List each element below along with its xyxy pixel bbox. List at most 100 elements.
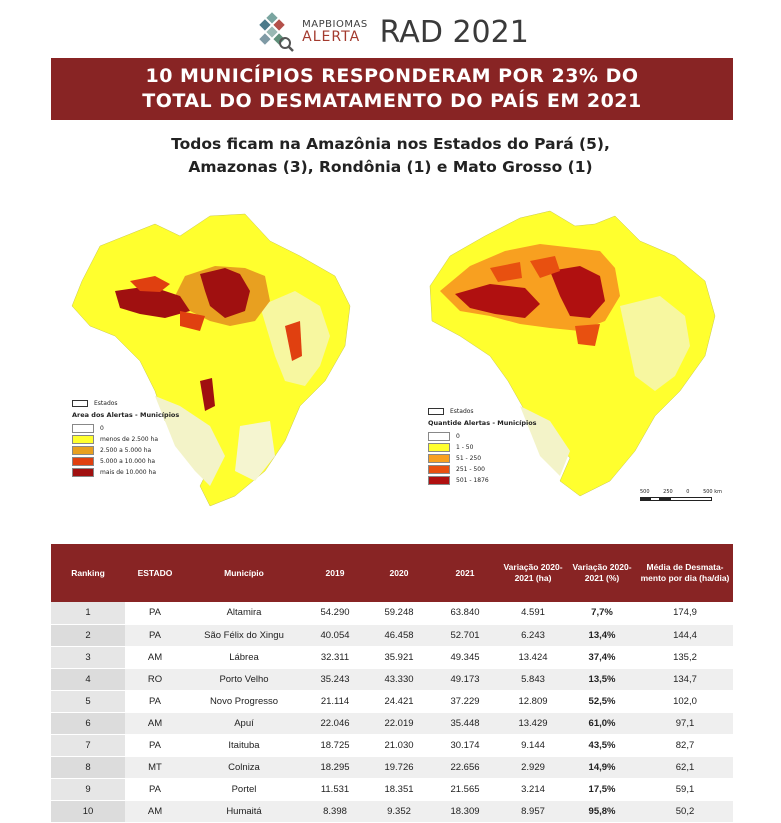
legend-label: 51 - 250 [456,455,482,462]
table-row: 3 AM Lábrea 32.311 35.921 49.345 13.424 37,4% 13… [51,646,733,669]
table-row: 2 PA São Félix do Xingu 40.054 46.458 52.701 6… [51,624,733,647]
logo-top-text: MAPBIOMAS [302,19,368,30]
cell-variacao-ha: 8.957 [499,800,567,823]
legend-label: 0 [456,433,460,440]
cell-media-dia: 134,7 [637,668,733,691]
cell-variacao-ha: 6.243 [499,624,567,647]
legend-states-row: Estados [72,398,179,409]
cell-estado: RO [125,668,185,691]
state-swatch [428,408,444,415]
cell-variacao-ha: 3.214 [499,778,567,801]
cell-y2021: 30.174 [431,734,499,757]
legend-label: 2.500 a 5.000 ha [100,447,152,454]
cell-estado: PA [125,602,185,625]
cell-variacao-pct: 95,8% [567,800,637,823]
legend-swatch [72,446,94,455]
cell-y2021: 37.229 [431,690,499,713]
cell-variacao-ha: 9.144 [499,734,567,757]
cell-y2020: 59.248 [367,602,431,625]
report-title: RAD 2021 [379,14,529,50]
header-municipio: Município [185,544,303,602]
scale-label: 250 [663,489,673,495]
report-header: MAPBIOMAS ALERTA RAD 2021 [0,10,781,54]
cell-y2020: 18.351 [367,778,431,801]
cell-y2020: 46.458 [367,624,431,647]
cell-estado: PA [125,778,185,801]
cell-ranking: 7 [51,734,125,757]
cell-variacao-pct: 14,9% [567,756,637,779]
table-row: 5 PA Novo Progresso 21.114 24.421 37.229 12.80… [51,690,733,713]
cell-variacao-pct: 37,4% [567,646,637,669]
logo-bottom-text: ALERTA [302,29,361,45]
cell-y2019: 11.531 [303,778,367,801]
cell-municipio: Altamira [185,602,303,625]
legend-row: menos de 2.500 ha [72,434,179,445]
cell-ranking: 9 [51,778,125,801]
cell-media-dia: 144,4 [637,624,733,647]
cell-y2020: 35.921 [367,646,431,669]
table-row: 7 PA Itaituba 18.725 21.030 30.174 9.144 43,5% 8… [51,734,733,757]
cell-variacao-ha: 13.429 [499,712,567,735]
legend-row: 0 [428,431,537,442]
legend-states-row: Estados [428,406,537,417]
cell-variacao-ha: 2.929 [499,756,567,779]
legend-label: mais de 10.000 ha [100,469,157,476]
legend-row: 51 - 250 [428,453,537,464]
table-header-row: Ranking ESTADO Município 2019 2020 2021 … [51,544,733,602]
legend-label: 501 - 1876 [456,477,489,484]
legend-swatch [428,465,450,474]
cell-municipio: Itaituba [185,734,303,757]
cell-media-dia: 82,7 [637,734,733,757]
cell-variacao-ha: 4.591 [499,602,567,625]
cell-y2019: 22.046 [303,712,367,735]
subtitle-line-1: Todos ficam na Amazônia nos Estados do P… [171,135,610,153]
cell-municipio: Humaitá [185,800,303,823]
legend-swatch [72,468,94,477]
table-row: 8 MT Colniza 18.295 19.726 22.656 2.929 14,9% 62… [51,756,733,779]
legend-row: 2.500 a 5.000 ha [72,445,179,456]
legend-area-title: Area dos Alertas - Municípios [72,411,180,419]
header-estado: ESTADO [125,544,185,602]
table-row: 1 PA Altamira 54.290 59.248 63.840 4.591 7,7% 17… [51,602,733,625]
scale-bar-graphic [640,497,722,501]
cell-estado: AM [125,800,185,823]
cell-municipio: Lábrea [185,646,303,669]
brazil-map-area [71,213,351,507]
legend-swatch [428,476,450,485]
cell-variacao-pct: 61,0% [567,712,637,735]
map-alert-count: Estados Quantide Alertas - Municípios 0 … [410,196,740,516]
table-row: 6 AM Apuí 22.046 22.019 35.448 13.429 61,0% 97,1 [51,712,733,735]
cell-variacao-pct: 13,4% [567,624,637,647]
cell-media-dia: 102,0 [637,690,733,713]
legend-row: 501 - 1876 [428,475,537,486]
cell-municipio: Porto Velho [185,668,303,691]
cell-y2021: 52.701 [431,624,499,647]
cell-y2019: 32.311 [303,646,367,669]
header-2020: 2020 [367,544,431,602]
table-row: 4 RO Porto Velho 35.243 43.330 49.173 5.843 13,… [51,668,733,691]
cell-y2020: 24.421 [367,690,431,713]
cell-municipio: Colniza [185,756,303,779]
cell-municipio: Novo Progresso [185,690,303,713]
cell-y2019: 8.398 [303,800,367,823]
cell-variacao-pct: 7,7% [567,602,637,625]
legend-label: 0 [100,425,104,432]
table-body: 1 PA Altamira 54.290 59.248 63.840 4.591 7,7% 17… [51,602,733,823]
mapbiomas-logo-icon [259,12,295,52]
cell-y2019: 54.290 [303,602,367,625]
cell-y2021: 21.565 [431,778,499,801]
cell-media-dia: 50,2 [637,800,733,823]
cell-variacao-pct: 13,5% [567,668,637,691]
cell-y2020: 9.352 [367,800,431,823]
header-variacao-ha: Variação 2020-2021 (ha) [499,544,567,602]
cell-ranking: 10 [51,800,125,823]
legend-row: 251 - 500 [428,464,537,475]
cell-variacao-pct: 43,5% [567,734,637,757]
cell-y2021: 18.309 [431,800,499,823]
cell-ranking: 5 [51,690,125,713]
brazil-map-count [429,210,716,497]
cell-media-dia: 59,1 [637,778,733,801]
cell-media-dia: 62,1 [637,756,733,779]
cell-y2021: 35.448 [431,712,499,735]
cell-estado: PA [125,734,185,757]
